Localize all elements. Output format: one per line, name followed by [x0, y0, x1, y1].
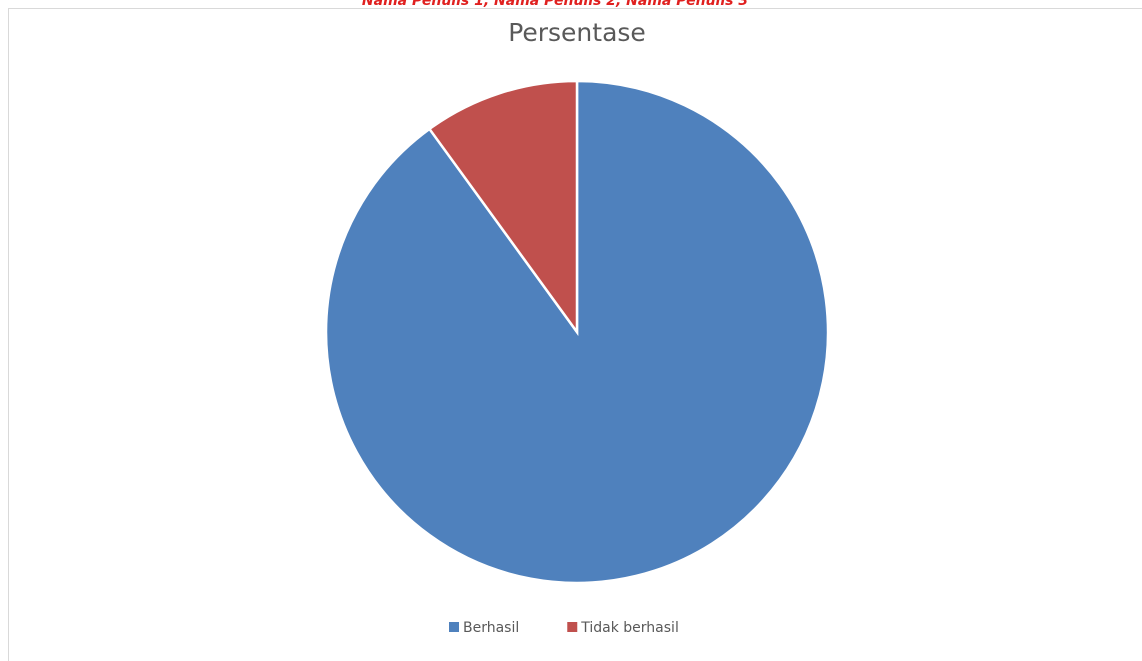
header-text: Nama Penulis 1, Nama Penulis 2, Nama Pen… — [362, 0, 748, 9]
pie-slice — [427, 79, 579, 336]
legend-swatch — [567, 622, 578, 632]
pie — [324, 79, 830, 585]
chart-title: Persentase — [508, 18, 646, 47]
legend: Berhasil Tidak berhasil — [449, 620, 679, 636]
legend-label: Berhasil — [463, 620, 519, 636]
legend-label: Tidak berhasil — [580, 620, 679, 636]
legend-swatch — [449, 622, 459, 632]
